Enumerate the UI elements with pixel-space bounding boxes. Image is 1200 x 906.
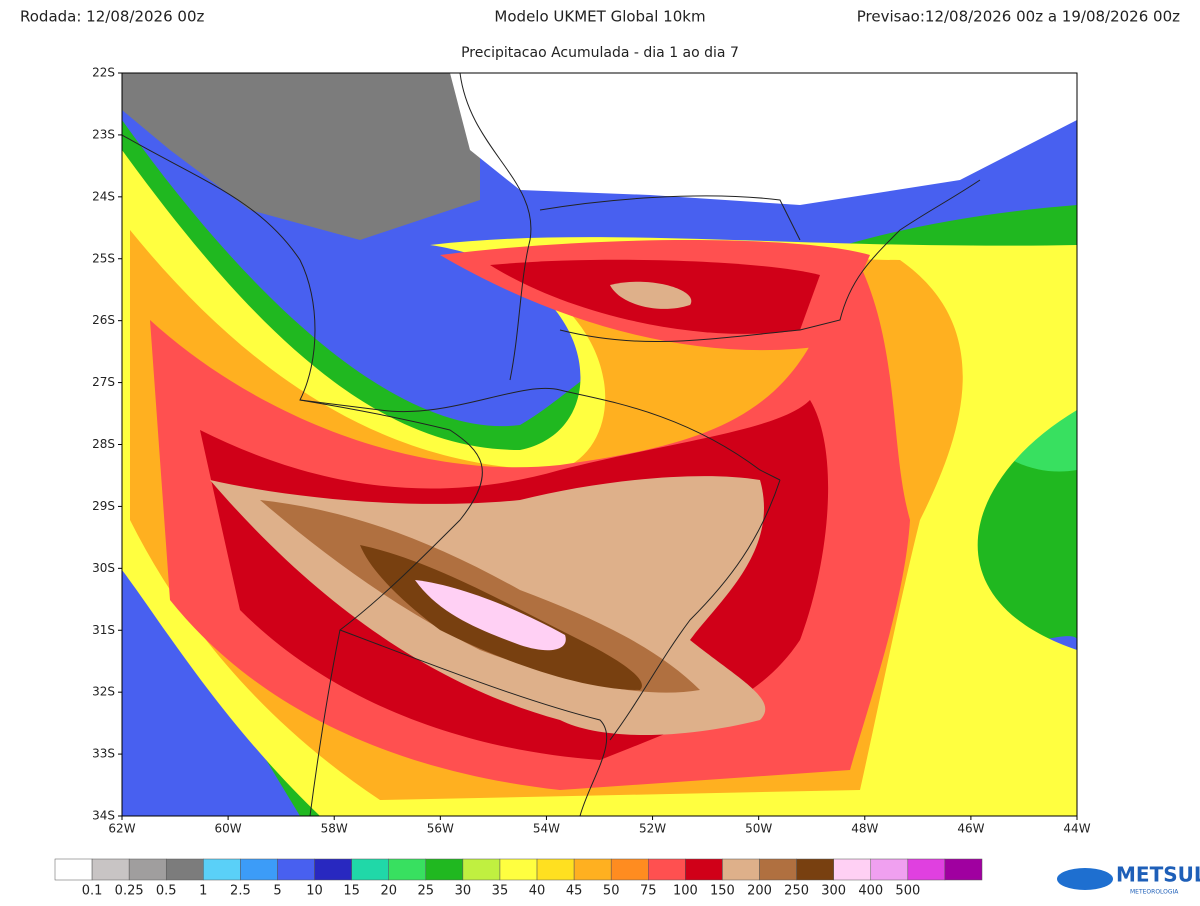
lon-label: 44W (1063, 822, 1090, 836)
colorbar-box (833, 858, 872, 881)
colorbar-box (536, 858, 575, 881)
logo: METSUL METEOROLOGIA (1057, 863, 1200, 896)
colorbar-box (91, 858, 130, 881)
lon-label: 48W (851, 822, 878, 836)
precip-area (610, 281, 692, 309)
lon-label: 54W (533, 822, 560, 836)
colorbar-box (685, 858, 723, 881)
colorbar-label: 100 (673, 884, 698, 899)
colorbar-label: 20 (380, 884, 397, 899)
colorbar-box (796, 858, 834, 881)
colorbar-label: 50 (603, 884, 620, 899)
logo-globe (1057, 868, 1113, 890)
lat-label: 34S (92, 809, 115, 823)
colorbar-label: 5 (273, 884, 281, 899)
colorbar-box (907, 858, 946, 881)
lat-label: 27S (92, 375, 115, 389)
colorbar-label: 10 (306, 884, 323, 899)
lat-label: 25S (92, 251, 115, 265)
lat-label: 22S (92, 66, 115, 80)
colorbar-label: 0.5 (156, 884, 177, 899)
precip-area (122, 73, 480, 240)
colorbar-label: 15 (343, 884, 360, 899)
colorbar-box (425, 858, 464, 881)
colorbar-label: 400 (858, 884, 883, 899)
colorbar-box (351, 858, 389, 881)
colorbar-label: 500 (895, 884, 920, 899)
colorbar-box (499, 858, 538, 881)
colorbar-box (203, 858, 241, 881)
lat-label: 29S (92, 499, 115, 513)
lon-label: 46W (957, 822, 984, 836)
colorbar-label: 150 (710, 884, 735, 899)
colorbar-box (870, 858, 909, 881)
run-label: Rodada: 12/08/2026 00z (20, 8, 204, 26)
precipitation-field (122, 73, 1077, 816)
colorbar-box (462, 858, 501, 881)
colorbar-box (722, 858, 760, 881)
subtitle: Precipitacao Acumulada - dia 1 ao dia 7 (461, 45, 739, 61)
colorbar-box (573, 858, 612, 881)
colorbar-label: 45 (566, 884, 583, 899)
precip-area (450, 73, 1077, 205)
colorbar-label: 250 (784, 884, 809, 899)
colorbar-label: 30 (455, 884, 472, 899)
precip-area (122, 520, 300, 816)
colorbar-box (165, 858, 204, 881)
colorbar-label: 1 (199, 884, 207, 899)
lon-label: 58W (321, 822, 348, 836)
colorbar-label: 200 (747, 884, 772, 899)
colorbar-box (648, 858, 686, 881)
lon-label: 56W (427, 822, 454, 836)
lat-label: 32S (92, 685, 115, 699)
logo-name: METSUL (1116, 863, 1200, 887)
lat-label: 26S (92, 313, 115, 327)
logo-tagline: METEOROLOGIA (1130, 889, 1179, 896)
colorbar-box (388, 858, 427, 881)
colorbar-label: 0.1 (82, 884, 103, 899)
lon-label: 52W (639, 822, 666, 836)
colorbar-label: 40 (529, 884, 546, 899)
lat-label: 28S (92, 437, 115, 451)
lat-label: 31S (92, 623, 115, 637)
lon-label: 50W (745, 822, 772, 836)
lon-label: 62W (108, 822, 135, 836)
colorbar-label: 25 (418, 884, 435, 899)
lat-label: 30S (92, 561, 115, 575)
colorbar-label: 300 (821, 884, 846, 899)
colorbar-box (240, 858, 278, 881)
colorbar-box (759, 858, 797, 881)
colorbar-box (314, 858, 352, 881)
colorbar-box (128, 858, 167, 881)
lat-label: 23S (92, 127, 115, 141)
lon-label: 60W (215, 822, 242, 836)
colorbar-box (277, 858, 315, 881)
borders (122, 73, 981, 816)
axes: 22S23S24S25S26S27S28S29S30S31S32S33S34S6… (92, 66, 1091, 836)
colorbar-label: 0.25 (115, 884, 144, 899)
lat-label: 24S (92, 189, 115, 203)
colorbar-box (944, 858, 983, 881)
precip-area (415, 580, 566, 651)
colorbar-label: 75 (640, 884, 657, 899)
colorbar-box (610, 858, 649, 881)
colorbar-box (54, 858, 93, 881)
colorbar-label: 2.5 (230, 884, 251, 899)
colorbar: 0.1 0.25 0.5 1 2.5 5 10 15 20 25 30 35 40 45 50 75 100 15… (54, 858, 983, 899)
colorbar-label: 35 (492, 884, 509, 899)
lat-label: 33S (92, 747, 115, 761)
model-label: Modelo UKMET Global 10km (494, 8, 705, 26)
forecast-label: Previsao:12/08/2026 00z a 19/08/2026 00z (857, 8, 1180, 26)
